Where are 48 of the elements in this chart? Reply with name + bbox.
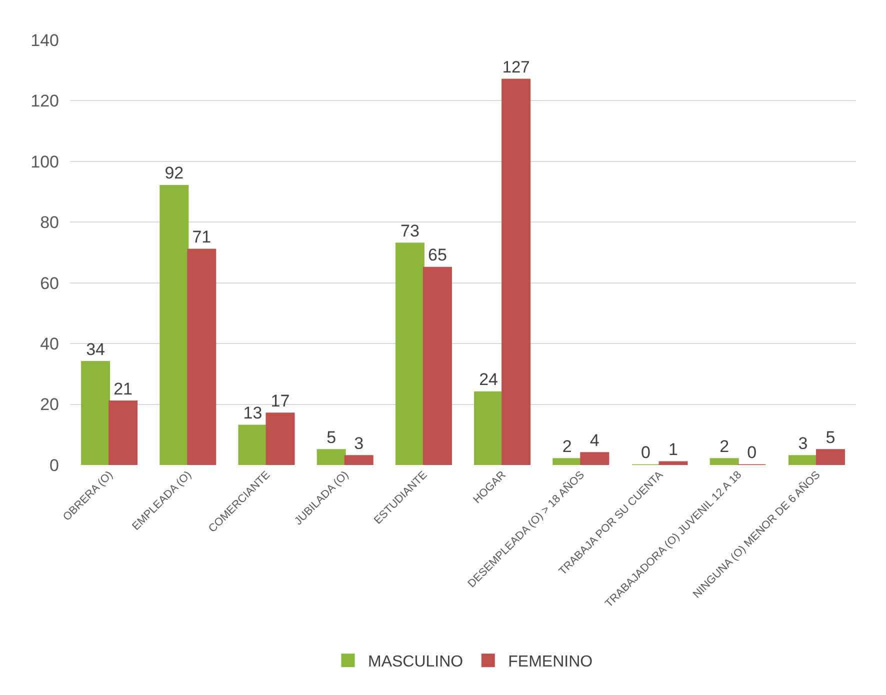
bar [81,361,110,465]
bar [160,184,189,465]
bar [422,266,452,465]
bar [788,455,818,465]
bar [344,455,374,465]
data-label: 127 [502,58,530,77]
data-label: 0 [747,443,757,462]
bar [552,458,582,465]
data-label: 24 [479,370,498,390]
y-tick-label: 60 [40,274,59,293]
data-label: 2 [720,436,730,456]
bar [580,452,610,465]
y-tick-label: 40 [40,334,59,354]
bar [658,461,688,465]
data-label: 1 [668,440,678,459]
data-label: 5 [826,428,836,447]
bar [816,449,845,465]
bar [238,424,268,465]
y-tick-label: 120 [30,92,59,111]
data-label: 5 [326,428,336,447]
y-tick-label: 100 [30,152,59,172]
data-label: 71 [192,227,212,246]
bar [108,400,138,465]
data-label: 21 [114,379,133,398]
bar [187,248,216,465]
data-label: 92 [164,164,184,183]
bar [502,78,531,465]
data-label: 4 [590,430,600,450]
data-label: 2 [562,436,572,456]
y-tick-label: 20 [40,395,59,414]
data-label: 0 [641,443,650,462]
legend-label: FEMENINO [508,654,593,671]
bar [474,391,504,465]
data-label: 17 [270,391,290,410]
data-label: 73 [400,221,420,240]
y-tick-label: 80 [40,213,59,232]
bar [395,242,424,465]
y-tick-label: 0 [50,456,59,475]
data-label: 65 [428,246,447,265]
data-label: 3 [798,434,808,453]
y-tick-label: 140 [30,30,59,50]
data-label: 13 [243,404,262,423]
bar [316,449,346,465]
legend-label: MASCULINO [368,654,464,671]
data-label: 3 [354,434,364,453]
data-label: 34 [86,340,106,359]
bar [266,412,295,465]
bar [710,458,739,465]
